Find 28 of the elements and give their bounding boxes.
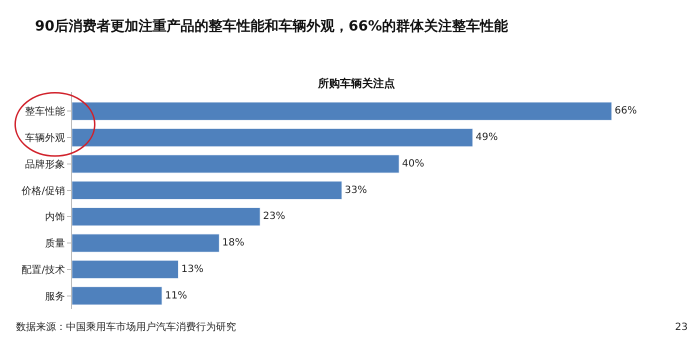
bar [72,207,260,226]
y-tick-label: 整车性能 [25,106,65,118]
text: 23 [675,322,688,333]
y-tick-label: 车辆外观 [25,132,65,144]
chart-title: 90后消费者更加注重产品的整车性能和车辆外观，66%的群体关注整车性能 [35,18,509,35]
y-tick-label: 品牌形象 [25,158,65,170]
bar [72,181,342,200]
bar [72,234,220,252]
bar [72,128,473,147]
bar [72,154,400,174]
y-tick-label: 服务 [45,290,65,302]
data-label: 40% [402,158,424,170]
y-tick-label: 质量 [45,238,65,250]
data-label: 13% [181,264,204,275]
y-tick-label: 配置/技术 [22,264,65,276]
bar [72,286,162,306]
y-tick-label: 价格/促销 [20,184,65,197]
source-note: 数据来源：中国乘用车市场用户汽车消费行为研究 [16,321,236,333]
data-label: 23% [263,211,286,222]
data-label: 11% [164,290,188,302]
data-label: 66% [614,106,637,117]
chart-subtitle: 所购车辆关注点 [317,77,395,90]
data-label: 49% [476,132,498,144]
bar [72,260,179,279]
data-label: 18% [222,238,244,249]
y-tick-label: 内饰 [45,211,65,224]
data-label: 33% [344,184,368,196]
bar [72,102,612,120]
